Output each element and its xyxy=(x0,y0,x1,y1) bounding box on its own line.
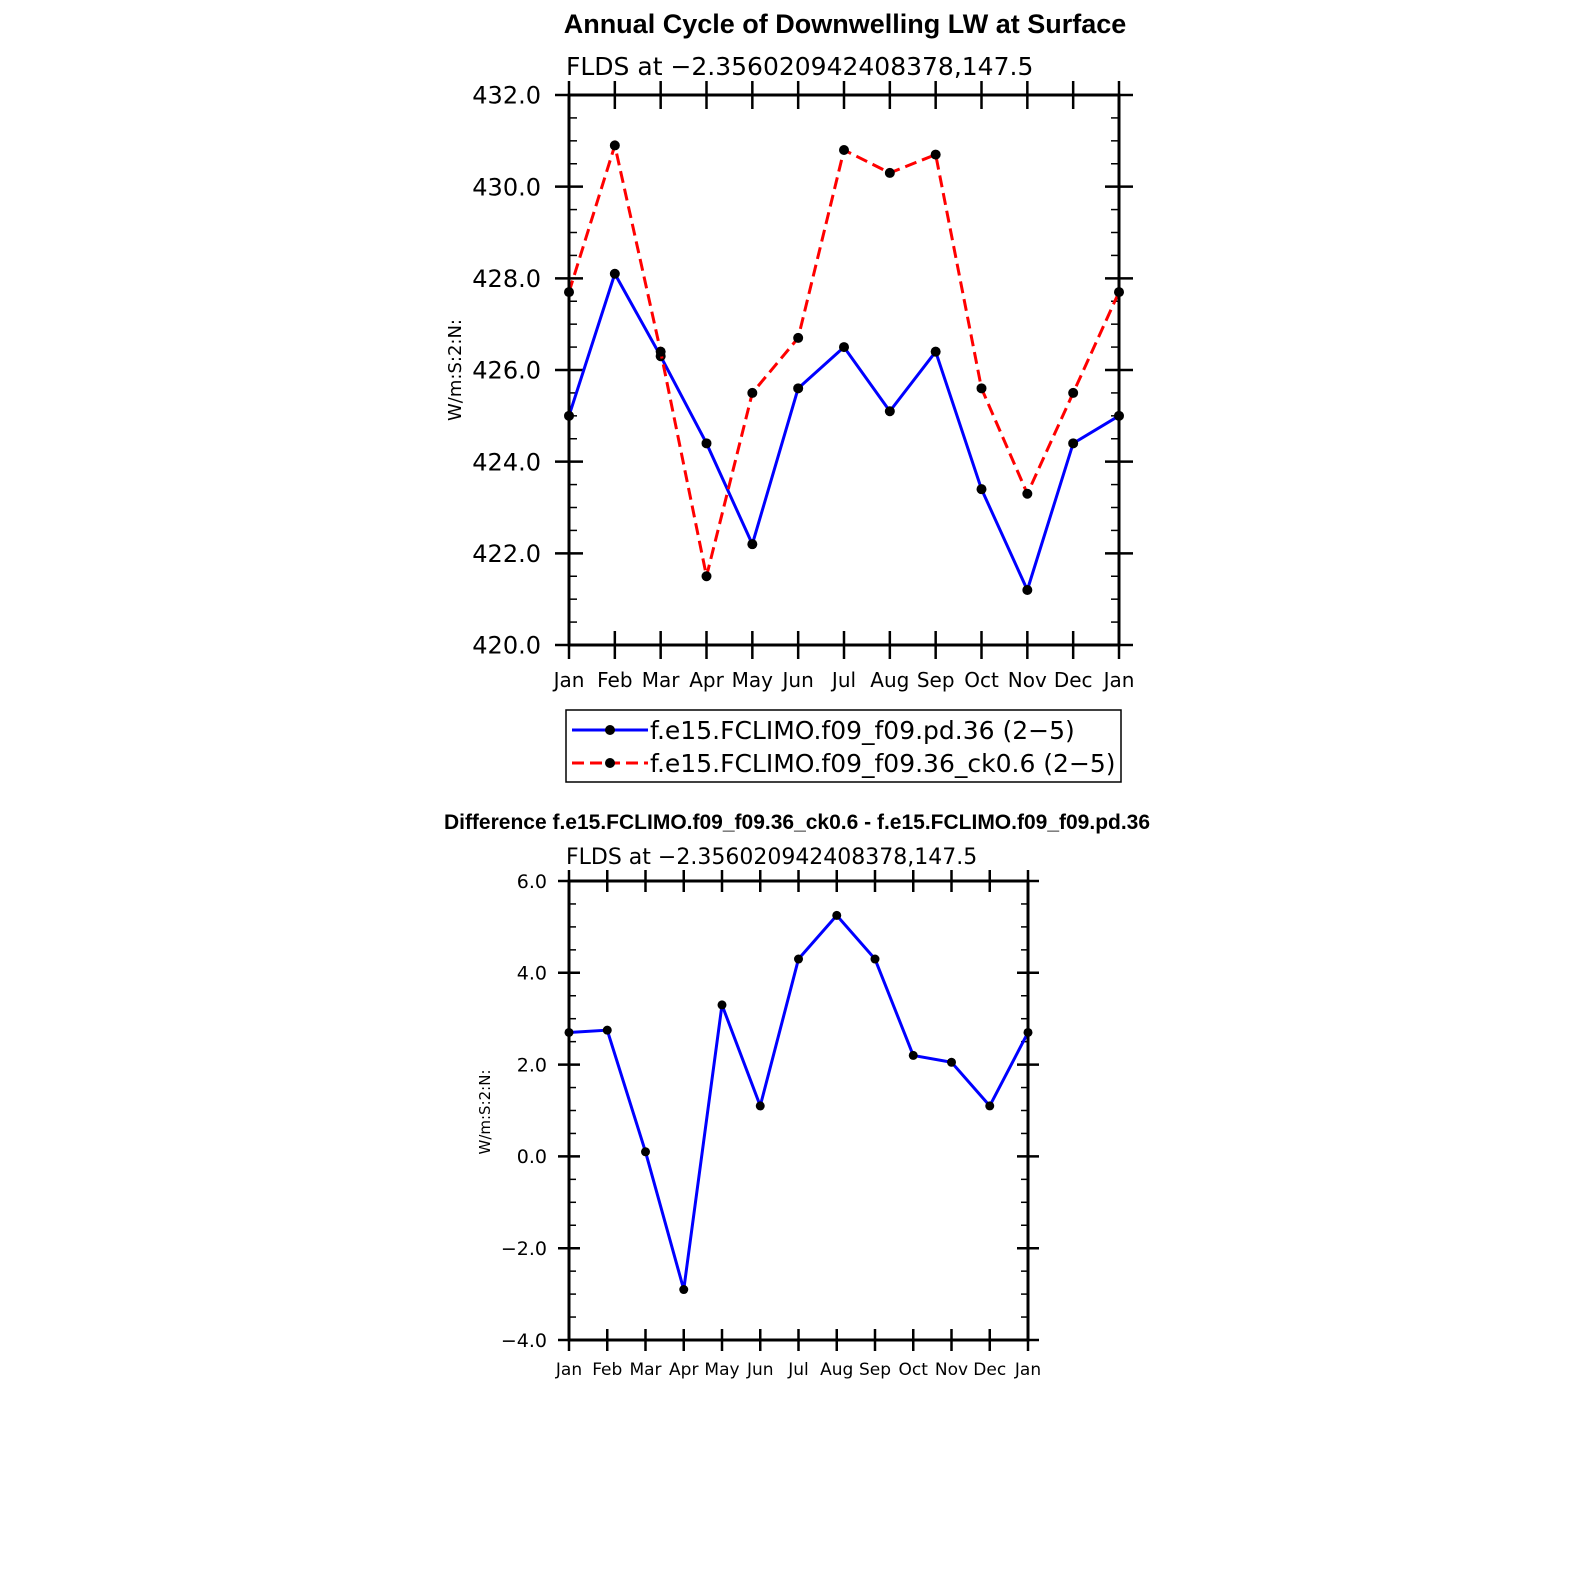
y-tick-label: 424.0 xyxy=(472,448,541,476)
series-line-2 xyxy=(567,139,1121,577)
x-tick-label: Apr xyxy=(689,668,724,692)
difference-chart: Difference f.e15.FCLIMO.f09_f09.36_ck0.6… xyxy=(444,811,1150,1380)
data-point xyxy=(609,268,620,279)
difference-x-tick-labels: Jan Feb Mar Apr May Jun Jul Aug Sep Oct Nov Dec Jan xyxy=(555,1360,1041,1380)
data-point xyxy=(976,484,987,495)
legend: f.e15.FCLIMO.f09_f09.pd.36 (2−5) f.e15.F… xyxy=(565,709,1122,783)
series-line-1 xyxy=(567,270,1120,595)
data-point xyxy=(641,1147,650,1157)
difference-subtitle: FLDS at −2.356020942408378,147.5 xyxy=(566,845,977,870)
data-point xyxy=(701,571,712,582)
data-point xyxy=(930,346,941,357)
x-tick-label: Nov xyxy=(935,1360,968,1380)
x-tick-label: Oct xyxy=(899,1360,929,1380)
x-tick-label: Nov xyxy=(1008,668,1047,692)
data-point xyxy=(870,954,880,964)
y-tick-label: 6.0 xyxy=(517,871,547,893)
x-tick-label: Sep xyxy=(917,668,955,692)
data-point xyxy=(832,910,842,920)
legend-entry-2: f.e15.FCLIMO.f09_f09.36_ck0.6 (2−5) xyxy=(650,749,1116,778)
y-tick-label: −4.0 xyxy=(501,1330,547,1352)
data-point xyxy=(930,149,941,160)
legend-box xyxy=(565,709,1122,783)
x-tick-label: Jan xyxy=(552,668,585,692)
axis-ticks xyxy=(555,81,1133,659)
data-point xyxy=(1068,438,1079,449)
data-point xyxy=(747,539,758,550)
plot-frame xyxy=(567,93,1121,647)
x-tick-label: Jul xyxy=(830,668,856,692)
legend-marker-1 xyxy=(605,725,615,735)
chart-subtitle: FLDS at −2.356020942408378,147.5 xyxy=(566,52,1033,81)
y-tick-label: 420.0 xyxy=(472,632,541,660)
y-tick-label: −2.0 xyxy=(501,1238,547,1260)
difference-plot-frame xyxy=(567,879,1030,1342)
y-tick-label: 422.0 xyxy=(472,540,541,568)
data-point xyxy=(976,383,987,394)
x-tick-label: May xyxy=(704,1360,739,1380)
x-tick-label: Jan xyxy=(1102,668,1135,692)
x-tick-label: Dec xyxy=(973,1360,1006,1380)
data-point xyxy=(655,346,666,357)
difference-y-axis-label: W/m:S:2:N: xyxy=(476,1070,494,1155)
data-point xyxy=(747,387,758,398)
data-point xyxy=(1068,387,1079,398)
y-tick-label: 2.0 xyxy=(517,1054,547,1076)
x-tick-label: Apr xyxy=(669,1360,698,1380)
x-tick-label: Jun xyxy=(781,668,814,692)
x-tick-label: Aug xyxy=(870,668,909,692)
x-tick-label: Jan xyxy=(1014,1360,1041,1380)
legend-marker-2 xyxy=(605,758,615,768)
data-point xyxy=(794,954,803,964)
data-point xyxy=(609,140,620,151)
data-point xyxy=(985,1101,995,1111)
data-point xyxy=(755,1101,765,1111)
x-tick-label: May xyxy=(732,668,774,692)
difference-title: Difference f.e15.FCLIMO.f09_f09.36_ck0.6… xyxy=(444,811,1150,834)
data-point xyxy=(1022,585,1033,595)
series-line-1 xyxy=(568,913,1030,1290)
data-point xyxy=(884,406,895,417)
data-point xyxy=(908,1050,918,1060)
data-point xyxy=(793,383,804,394)
data-point xyxy=(884,167,895,178)
series-lines xyxy=(564,139,1124,595)
data-point xyxy=(793,332,804,343)
data-point xyxy=(701,438,712,449)
data-point xyxy=(839,342,849,353)
x-tick-label: Oct xyxy=(964,668,999,692)
y-tick-labels: 420.0 422.0 424.0 426.0 428.0 430.0 432.0 xyxy=(472,82,541,660)
y-tick-label: 426.0 xyxy=(472,357,541,385)
y-tick-label: 428.0 xyxy=(472,265,541,293)
annual-cycle-chart: Annual Cycle of Downwelling LW at Surfac… xyxy=(445,9,1135,783)
x-tick-label: Dec xyxy=(1054,668,1093,692)
x-tick-label: Jan xyxy=(555,1360,582,1380)
data-point xyxy=(717,1000,727,1010)
x-tick-label: Jun xyxy=(746,1360,774,1380)
chart-title: Annual Cycle of Downwelling LW at Surfac… xyxy=(564,9,1127,39)
y-tick-label: 0.0 xyxy=(517,1146,547,1168)
difference-axis-ticks xyxy=(558,870,1039,1351)
x-tick-label: Feb xyxy=(597,668,632,692)
data-point xyxy=(947,1057,956,1067)
x-tick-label: Mar xyxy=(629,1360,661,1380)
data-point xyxy=(839,145,849,155)
y-tick-label: 430.0 xyxy=(472,173,541,201)
data-point xyxy=(679,1285,689,1295)
legend-entry-1: f.e15.FCLIMO.f09_f09.pd.36 (2−5) xyxy=(650,716,1075,745)
y-tick-label: 432.0 xyxy=(472,82,541,110)
x-tick-label: Sep xyxy=(859,1360,891,1380)
data-point xyxy=(1022,488,1033,499)
x-tick-label: Mar xyxy=(642,668,681,692)
y-axis-label: W/m:S:2:N: xyxy=(445,319,466,421)
x-tick-label: Feb xyxy=(592,1360,622,1380)
x-tick-label: Aug xyxy=(820,1360,853,1380)
y-tick-label: 4.0 xyxy=(517,963,547,985)
x-tick-labels: Jan Feb Mar Apr May Jun Jul Aug Sep Oct Nov Dec Jan xyxy=(552,668,1135,692)
data-point xyxy=(602,1025,612,1035)
x-tick-label: Jul xyxy=(787,1360,809,1380)
difference-y-tick-labels: −4.0 −2.0 0.0 2.0 4.0 6.0 xyxy=(501,871,547,1352)
difference-series-line xyxy=(564,910,1033,1295)
